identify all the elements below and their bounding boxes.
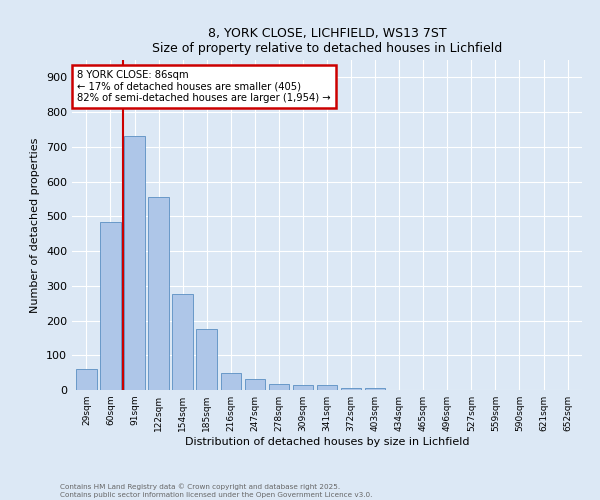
Text: Contains HM Land Registry data © Crown copyright and database right 2025.
Contai: Contains HM Land Registry data © Crown c… [60, 484, 373, 498]
Bar [124, 136, 145, 390]
Bar [317, 385, 337, 390]
Title: 8, YORK CLOSE, LICHFIELD, WS13 7ST
Size of property relative to detached houses : 8, YORK CLOSE, LICHFIELD, WS13 7ST Size … [152, 26, 502, 54]
Bar [341, 388, 361, 390]
Bar [196, 329, 217, 390]
X-axis label: Distribution of detached houses by size in Lichfield: Distribution of detached houses by size … [185, 437, 469, 447]
Bar [100, 222, 121, 390]
Y-axis label: Number of detached properties: Number of detached properties [31, 138, 40, 312]
Bar [365, 388, 385, 390]
Bar [148, 197, 169, 390]
Bar [221, 372, 241, 390]
Bar [269, 384, 289, 390]
Bar [76, 369, 97, 390]
Bar [245, 379, 265, 390]
Bar [172, 294, 193, 390]
Bar [293, 385, 313, 390]
Text: 8 YORK CLOSE: 86sqm
← 17% of detached houses are smaller (405)
82% of semi-detac: 8 YORK CLOSE: 86sqm ← 17% of detached ho… [77, 70, 331, 103]
